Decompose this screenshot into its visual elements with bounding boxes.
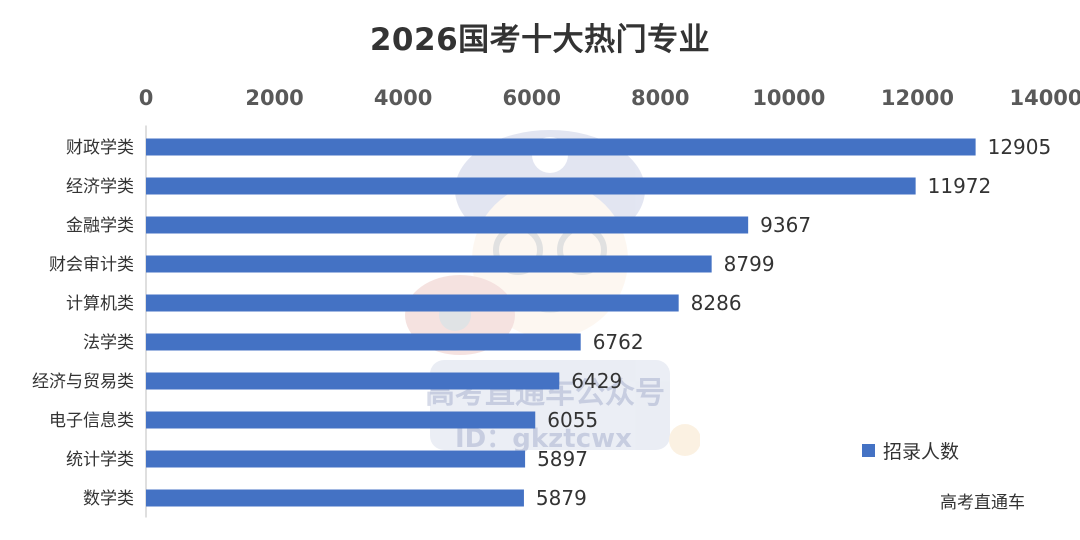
x-tick-label: 0 — [139, 86, 154, 110]
data-label: 5897 — [537, 447, 588, 471]
category-label: 计算机类 — [66, 294, 134, 314]
bar — [146, 450, 526, 468]
x-tick-label: 10000 — [752, 86, 825, 110]
data-label: 11972 — [928, 174, 992, 198]
x-tick-label: 2000 — [245, 86, 303, 110]
category-label: 财会审计类 — [49, 255, 134, 275]
data-label: 5879 — [536, 486, 587, 510]
data-label: 6055 — [547, 408, 598, 432]
bar — [146, 372, 560, 390]
x-tick-label: 6000 — [502, 86, 560, 110]
legend-swatch-icon — [862, 444, 875, 457]
x-tick-label: 12000 — [881, 86, 954, 110]
bar — [146, 138, 976, 156]
x-axis-ticks: 0 2000 4000 6000 8000 10000 12000 14000 — [139, 86, 1080, 110]
bar — [146, 177, 916, 195]
bars — [146, 138, 976, 507]
category-label: 经济与贸易类 — [32, 372, 134, 392]
x-tick-label: 8000 — [631, 86, 689, 110]
bar — [146, 294, 679, 312]
data-label: 9367 — [760, 213, 811, 237]
bar — [146, 255, 712, 273]
category-labels: 财政学类经济学类金融学类财会审计类计算机类法学类经济与贸易类电子信息类统计学类数… — [32, 138, 134, 509]
source-label: 高考直通车 — [940, 493, 1025, 513]
category-label: 金融学类 — [66, 216, 134, 236]
data-label: 6762 — [593, 330, 644, 354]
data-label: 6429 — [571, 369, 622, 393]
category-label: 电子信息类 — [49, 411, 134, 431]
category-label: 法学类 — [83, 333, 134, 353]
chart-title: 2026国考十大热门专业 — [369, 22, 711, 58]
legend-label: 招录人数 — [883, 441, 960, 463]
bar — [146, 216, 749, 234]
data-label: 8799 — [724, 252, 775, 276]
data-label: 12905 — [988, 135, 1052, 159]
category-label: 统计学类 — [66, 450, 134, 470]
legend: 招录人数 — [862, 437, 959, 464]
category-label: 数学类 — [83, 489, 134, 509]
category-label: 经济学类 — [66, 177, 134, 197]
bar — [146, 333, 581, 351]
x-tick-label: 14000 — [1009, 86, 1080, 110]
x-tick-label: 4000 — [374, 86, 432, 110]
category-label: 财政学类 — [66, 138, 134, 158]
bar — [146, 489, 524, 507]
data-label: 8286 — [691, 291, 742, 315]
bar — [146, 411, 536, 429]
data-labels: 12905 11972 9367 8799 8286 6762 6429 6055 5897 58… — [536, 135, 1051, 510]
